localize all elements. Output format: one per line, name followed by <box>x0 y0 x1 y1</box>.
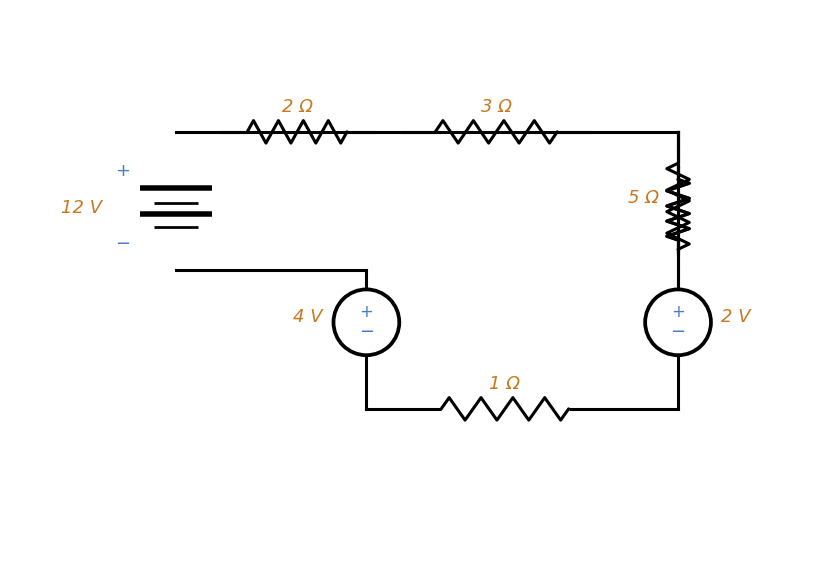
Text: +: + <box>115 162 130 180</box>
Text: 4 V: 4 V <box>293 308 323 326</box>
Text: −: − <box>115 235 130 253</box>
Text: +: + <box>671 303 684 321</box>
Text: 2 Ω: 2 Ω <box>281 98 313 116</box>
Text: +: + <box>359 303 373 321</box>
Text: 5 Ω: 5 Ω <box>627 189 658 207</box>
Text: −: − <box>358 323 374 341</box>
Text: 12 V: 12 V <box>61 199 103 217</box>
Text: 2 V: 2 V <box>720 308 750 326</box>
Text: −: − <box>670 323 685 341</box>
Text: 1 Ω: 1 Ω <box>489 376 520 393</box>
Text: 3 Ω: 3 Ω <box>480 98 511 116</box>
